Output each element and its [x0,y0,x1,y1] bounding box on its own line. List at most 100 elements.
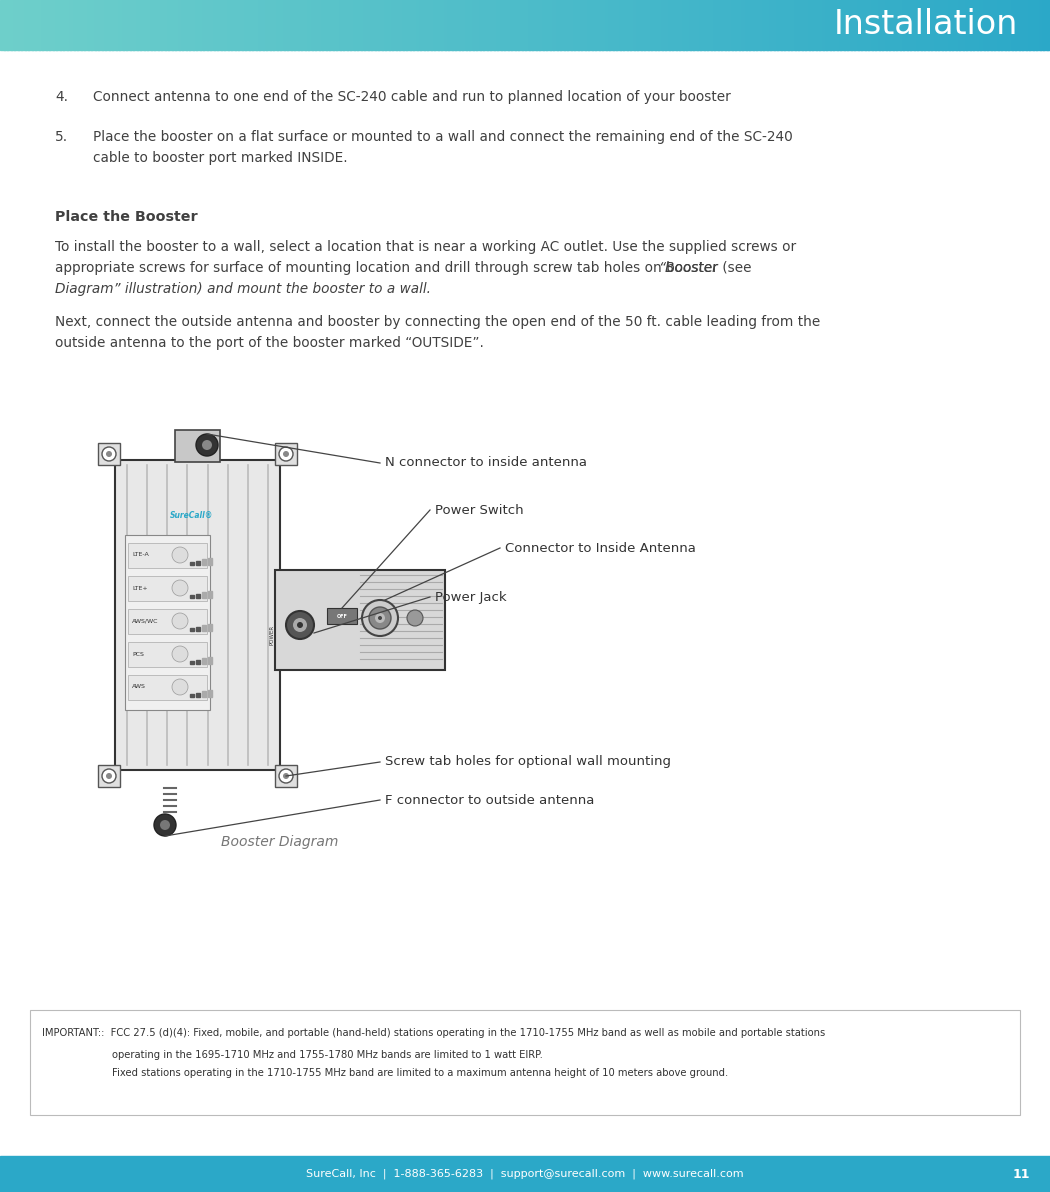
Bar [98,443,120,465]
Bar [679,0,684,50]
Bar [39,0,43,50]
Text: PCS: PCS [132,652,144,657]
Bar [32,0,36,50]
Bar [879,0,883,50]
Bar [588,0,592,50]
Bar [326,0,330,50]
Bar [346,0,351,50]
Bar [396,0,400,50]
Bar [987,0,991,50]
Bar [388,0,393,50]
Bar [287,0,292,50]
Bar [60,0,64,50]
Bar [1036,0,1041,50]
Bar [116,0,120,50]
Bar [1018,0,1023,50]
Bar [119,0,124,50]
Bar [98,765,120,787]
Bar [612,0,617,50]
Bar [651,0,655,50]
Bar [196,0,201,50]
Bar [245,0,250,50]
Circle shape [297,622,303,628]
Bar [196,659,200,664]
Bar [914,0,918,50]
Bar [483,0,487,50]
Bar [808,0,813,50]
Circle shape [172,646,188,662]
Bar [864,0,869,50]
Bar [448,0,453,50]
Circle shape [102,447,116,461]
Text: OFF: OFF [337,614,348,619]
Bar [843,0,848,50]
Bar [690,0,694,50]
Bar [1005,0,1009,50]
Bar [945,0,949,50]
Bar [830,0,834,50]
Bar [220,0,225,50]
Bar [1022,0,1027,50]
Bar [52,0,57,50]
Bar [423,0,428,50]
Bar [900,0,904,50]
Bar [77,0,82,50]
Bar [980,0,985,50]
Bar [144,0,148,50]
Bar [490,0,495,50]
Bar [948,0,953,50]
Circle shape [375,613,385,623]
Bar [158,0,162,50]
Bar [270,0,274,50]
Bar [766,0,771,50]
Text: Place the Booster: Place the Booster [55,210,197,224]
Bar [105,0,109,50]
Bar [161,0,166,50]
Bar [801,0,806,50]
Bar [304,0,309,50]
Bar [465,0,470,50]
Bar [788,0,792,50]
Bar [74,0,78,50]
Bar [150,0,155,50]
Bar [693,0,697,50]
Bar [430,0,435,50]
Bar [906,0,911,50]
Bar [910,0,915,50]
Bar [297,0,302,50]
Bar [196,560,200,565]
Bar [644,0,649,50]
Bar [861,0,865,50]
Bar [315,0,319,50]
Bar [717,0,722,50]
Bar [756,0,760,50]
Bar [252,0,256,50]
Bar [567,0,571,50]
Bar [368,0,372,50]
Bar [202,658,206,664]
Bar [18,0,22,50]
Bar [942,0,946,50]
Bar [469,0,474,50]
Bar [742,0,747,50]
Bar [275,443,297,465]
Bar [956,0,960,50]
Bar [128,609,207,634]
Bar [889,0,894,50]
Bar [749,0,754,50]
Bar [774,0,778,50]
Bar [339,0,344,50]
Bar [819,0,823,50]
Bar [532,0,537,50]
Bar [616,0,621,50]
Bar [707,0,712,50]
Bar [560,0,565,50]
Bar [14,0,19,50]
Bar [984,0,988,50]
Circle shape [196,434,218,457]
Bar [136,0,141,50]
Bar [94,0,99,50]
Bar [371,0,376,50]
Bar [438,0,442,50]
Bar [284,0,288,50]
